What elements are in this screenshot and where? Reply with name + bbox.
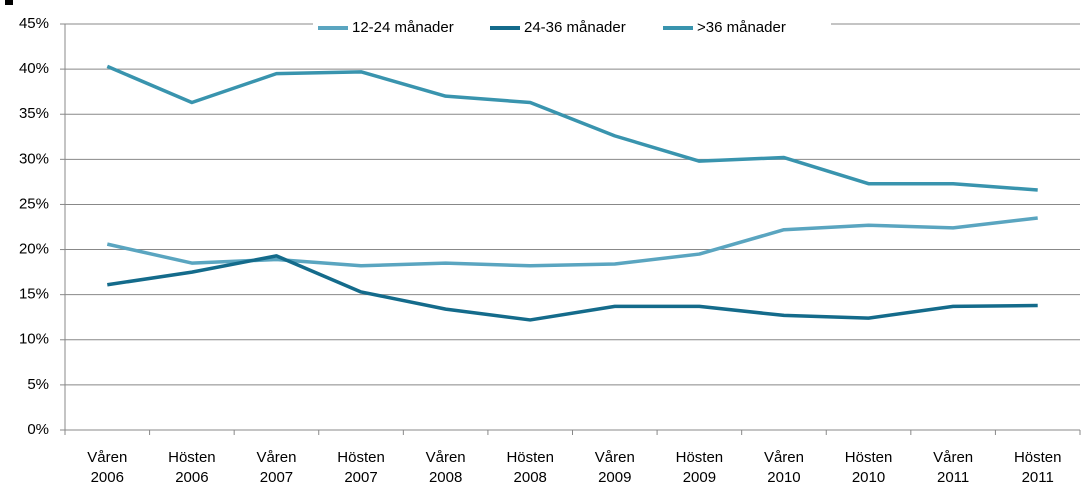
x-tick-label: Våren 2009 [595,449,635,486]
x-tick-label: Hösten 2010 [845,449,893,486]
x-tick-label: Våren 2008 [426,449,466,486]
legend-label: 24-36 månader [524,19,626,36]
x-tick-label: Våren 2007 [256,449,296,486]
legend-label: >36 månader [697,19,786,36]
x-tick-label: Våren 2006 [87,449,127,486]
series-line [106,216,1038,268]
y-tick-label: 20% [19,241,49,258]
series-line [107,254,1038,322]
y-tick-label: 35% [19,105,49,122]
legend-box [313,17,831,39]
x-tick-label: Hösten 2006 [168,449,216,486]
series-line [106,64,1038,192]
y-tick-label: 10% [19,331,49,348]
y-tick-label: 25% [19,195,49,212]
corner-mark [5,0,13,5]
y-tick-label: 15% [19,286,49,303]
x-tick-label: Våren 2011 [933,449,973,486]
y-tick-label: 45% [19,15,49,32]
legend-label: 12-24 månader [352,19,454,36]
x-tick-label: Hösten 2008 [506,449,554,486]
y-tick-label: 30% [19,150,49,167]
x-tick-label: Hösten 2009 [676,449,724,486]
x-tick-label: Hösten 2011 [1014,449,1062,486]
x-tick-label: Våren 2010 [764,449,804,486]
y-tick-label: 5% [27,376,49,393]
y-tick-label: 40% [19,60,49,77]
y-tick-label: 0% [27,421,49,438]
x-tick-label: Hösten 2007 [337,449,385,486]
